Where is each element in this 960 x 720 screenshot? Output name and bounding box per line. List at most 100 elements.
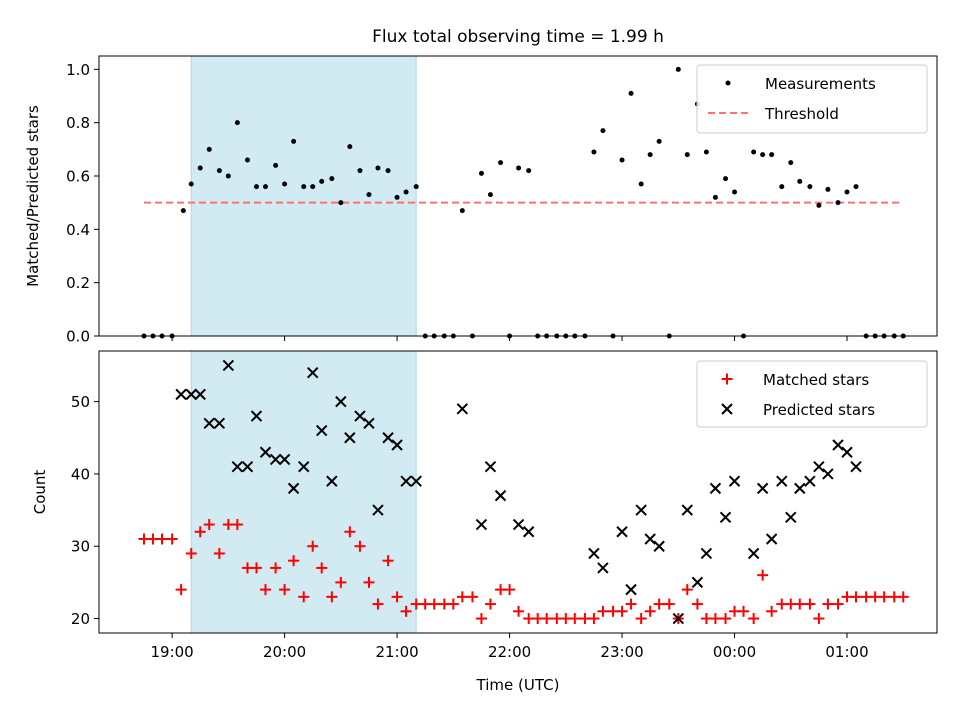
predicted-stars-point: [287, 482, 300, 495]
top-legend: Measurements Threshold: [696, 64, 928, 134]
measurements-point: [273, 162, 279, 168]
predicted-stars-point: [259, 446, 272, 458]
y-tick-label: 0.2: [66, 274, 90, 292]
bottom-y-axis-label: Count: [31, 470, 49, 515]
y-tick-label: 30: [71, 538, 90, 556]
predicted-stars-point: [203, 417, 215, 430]
y-tick-label: 0.6: [66, 168, 90, 186]
y-tick-label: 20: [71, 610, 90, 628]
measurements-point: [647, 152, 653, 158]
measurements-point: [816, 202, 822, 208]
y-tick-label: 50: [71, 393, 90, 411]
measurements-point: [844, 189, 850, 195]
measurements-point: [403, 189, 409, 195]
measurements-point: [413, 184, 419, 190]
predicted-stars-point: [354, 410, 366, 422]
measurements-point: [498, 160, 504, 166]
predicted-stars-point: [765, 533, 778, 545]
x-tick-label: 22:00: [488, 643, 531, 661]
measurements-point: [600, 128, 606, 134]
predicted-stars-point: [484, 460, 497, 473]
predicted-stars-point: [841, 446, 853, 458]
predicted-stars-point: [832, 439, 844, 451]
measurements-point: [357, 168, 363, 174]
predicted-stars-point: [307, 366, 319, 379]
measurements-point: [244, 157, 250, 163]
predicted-stars-point: [241, 460, 254, 473]
predicted-stars-point: [597, 562, 609, 574]
measurements-point: [197, 165, 203, 171]
predicted-stars-point: [822, 468, 834, 480]
measurements-point: [478, 170, 484, 176]
predicted-stars-legend-label: Predicted stars: [763, 401, 875, 419]
measurements-point: [760, 152, 766, 158]
predicted-stars-point: [747, 547, 760, 560]
measurements-point: [732, 189, 738, 195]
measurements-point: [751, 149, 757, 155]
predicted-stars-point: [400, 475, 412, 487]
measurements-point: [769, 152, 775, 158]
measurements-point: [459, 208, 465, 214]
predicted-stars-point: [316, 424, 328, 437]
measurements-point: [684, 152, 690, 158]
matched-stars-legend-label: Matched stars: [763, 371, 869, 389]
predicted-stars-point: [785, 511, 797, 524]
x-tick-label: 21:00: [375, 643, 418, 661]
predicted-stars-point: [278, 453, 291, 466]
measurements-point: [835, 200, 841, 206]
predicted-stars-point: [194, 388, 206, 401]
matched-stars-legend-marker: [721, 373, 733, 385]
measurements-legend-marker: [725, 80, 731, 86]
measurements-point: [723, 176, 729, 182]
predicted-stars-point: [344, 432, 356, 444]
predicted-stars-point: [326, 475, 338, 487]
predicted-stars-point: [804, 475, 816, 487]
measurements-point: [206, 146, 212, 152]
measurements-point: [675, 66, 681, 72]
measurements-point: [825, 186, 831, 192]
measurements-point: [779, 184, 785, 190]
predicted-stars-point: [728, 475, 741, 487]
measurements-point: [301, 184, 307, 190]
bottom-legend-box: [696, 360, 928, 428]
predicted-stars-point: [231, 460, 244, 473]
predicted-stars-point: [298, 460, 310, 473]
top-panel: Flux total observing time = 1.99 h 0.0 0.…: [24, 27, 938, 346]
predicted-stars-point: [335, 395, 347, 408]
predicted-stars-point: [616, 526, 628, 538]
predicted-stars-point: [813, 460, 825, 473]
measurements-point: [253, 184, 259, 190]
highlighted-observing-span: [190, 55, 417, 337]
y-tick-label: 0.0: [66, 328, 90, 346]
measurements-point: [591, 149, 597, 155]
measurements-point: [180, 208, 186, 214]
measurements-point: [310, 184, 316, 190]
predicted-stars-point: [372, 504, 384, 516]
predicted-stars-point: [410, 475, 422, 487]
predicted-stars-point: [269, 453, 282, 466]
predicted-stars-point: [382, 432, 394, 444]
top-chart-title: Flux total observing time = 1.99 h: [372, 27, 664, 47]
predicted-stars-point: [709, 482, 722, 495]
y-tick-label: 0.4: [66, 221, 90, 239]
predicted-stars-point: [222, 359, 235, 372]
predicted-stars-point: [522, 526, 535, 538]
predicted-stars-point: [794, 482, 806, 495]
measurements-point: [526, 168, 532, 174]
predicted-stars-legend-marker: [721, 403, 733, 415]
measurements-point: [638, 181, 644, 187]
measurements-point: [797, 178, 803, 184]
measurements-point: [807, 184, 813, 190]
predicted-stars-point: [250, 410, 263, 422]
measurements-point: [656, 138, 662, 144]
x-tick-label: 01:00: [825, 643, 868, 661]
x-tick-label: 23:00: [600, 643, 643, 661]
y-tick-label: 0.8: [66, 114, 90, 132]
top-y-axis-label: Matched/Predicted stars: [24, 105, 42, 287]
predicted-stars-point: [175, 388, 187, 401]
measurements-point: [853, 184, 859, 190]
highlighted-observing-span: [190, 350, 417, 634]
predicted-stars-legend-marker: [721, 403, 733, 415]
measurements-point: [516, 165, 522, 171]
